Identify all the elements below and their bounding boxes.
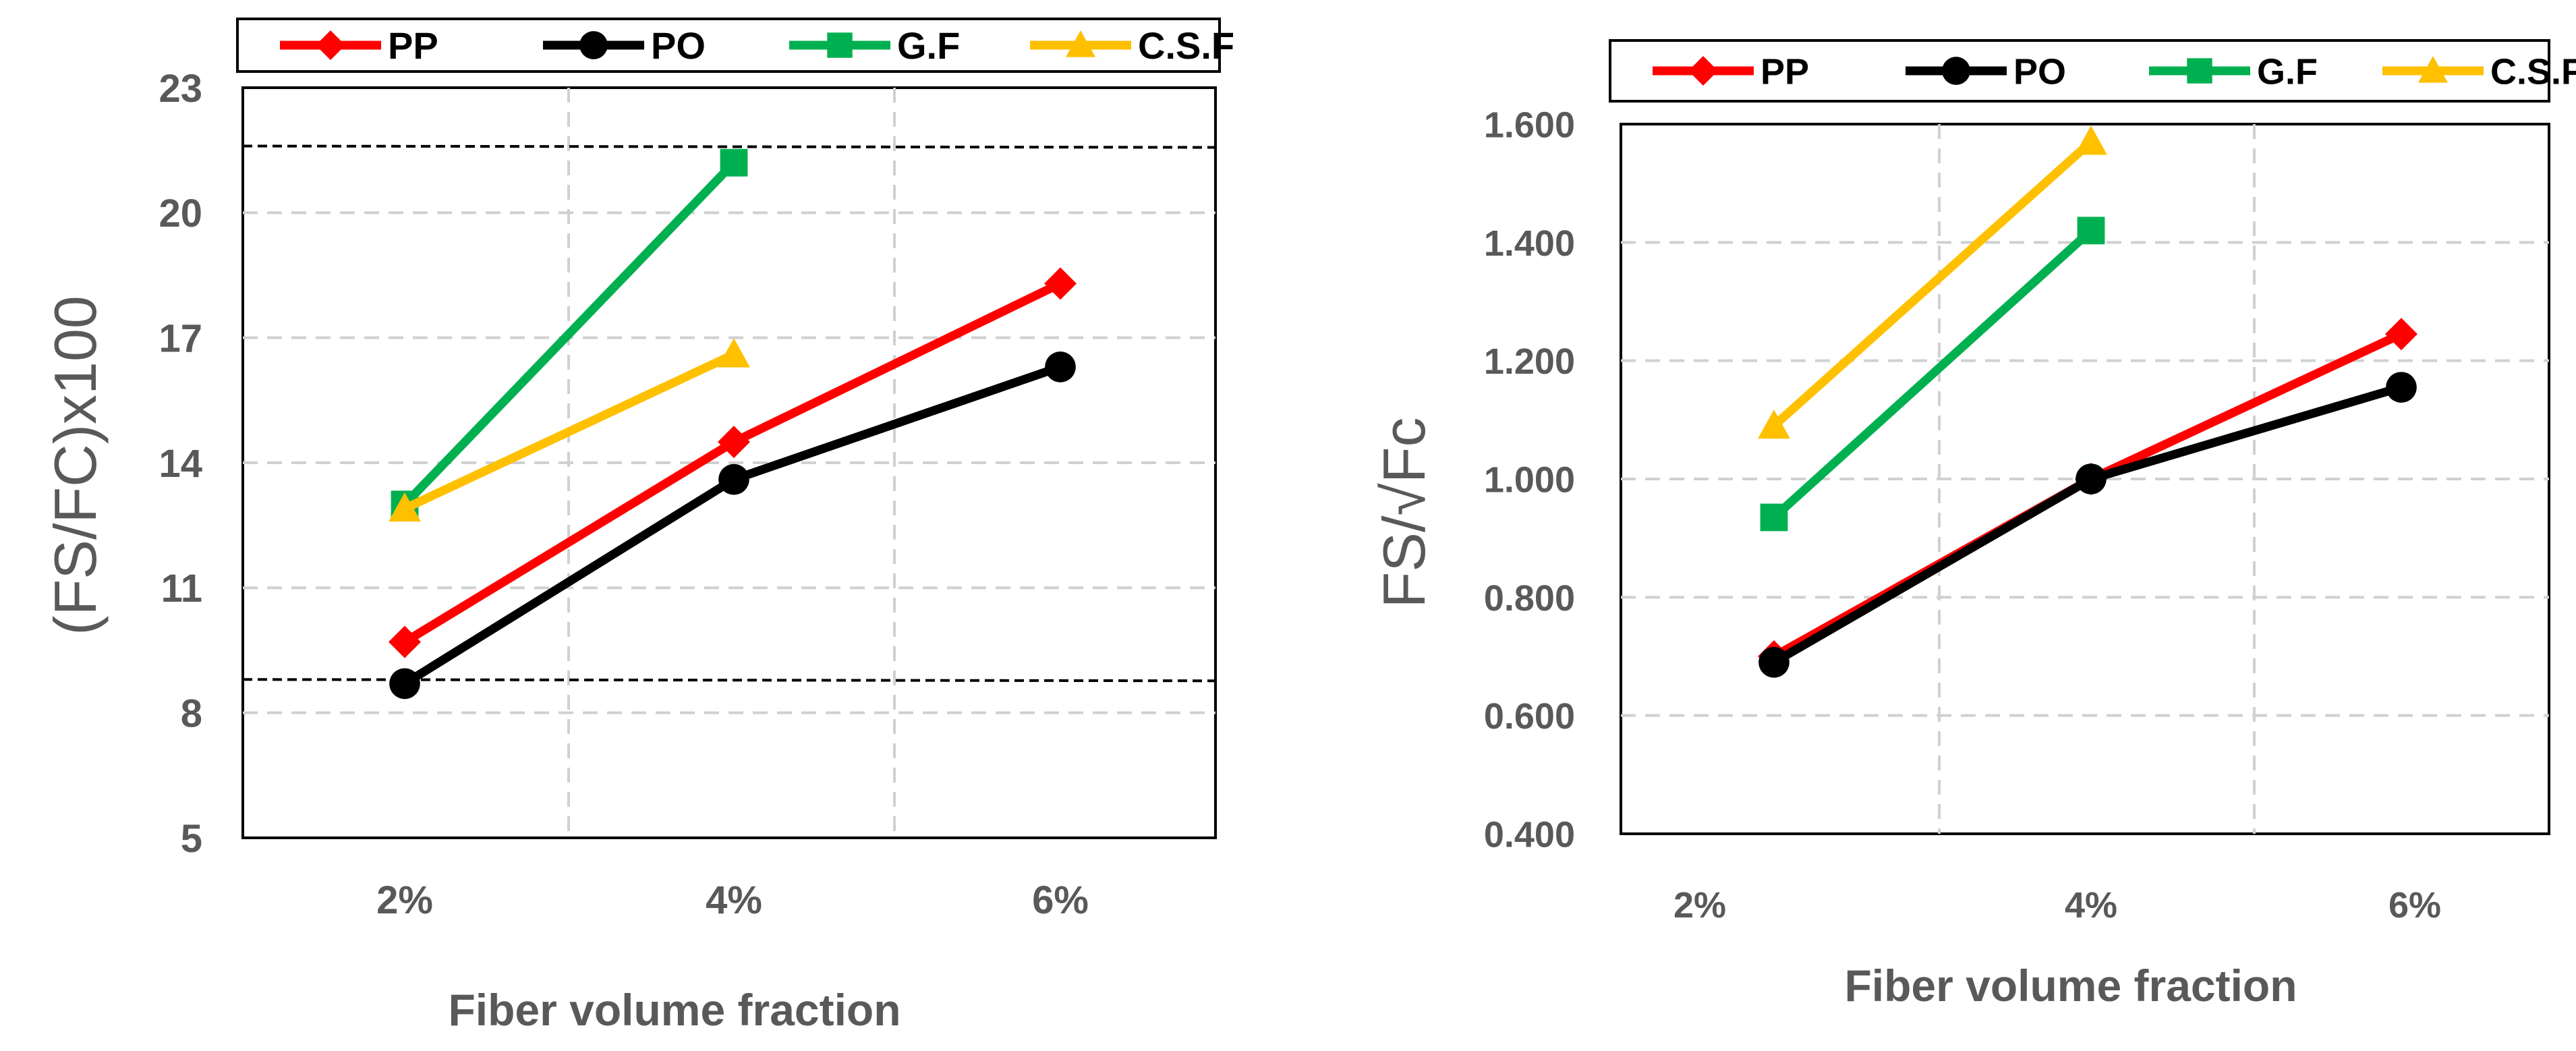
- legend-label: G.F: [2257, 51, 2318, 92]
- data-point-pp: [389, 625, 421, 658]
- y-tick-label: 0.400: [1484, 814, 1575, 855]
- series-line-gf: [1771, 227, 2094, 521]
- x-tick-label: 6%: [1032, 878, 1089, 922]
- data-point-gf: [2077, 217, 2105, 245]
- series-line-gf: [401, 159, 737, 508]
- legend-label: G.F: [897, 24, 960, 67]
- reference-line: [242, 144, 1216, 149]
- chart-left: PP PO G.F C.S.F 5 8 11 14 17 20 23 2% 4% 6% Fiber v…: [42, 18, 1234, 1035]
- data-point-csf: [389, 492, 421, 522]
- x-axis-title: Fiber volume fraction: [1844, 961, 2297, 1011]
- legend-marker: [1066, 30, 1095, 57]
- legend-label: C.S.F: [1138, 24, 1234, 67]
- y-tick-label: 1.200: [1484, 341, 1575, 382]
- data-point-csf: [718, 338, 750, 368]
- legend-marker: [1688, 56, 1718, 86]
- legend-marker: [2418, 56, 2448, 83]
- legend-marker: [827, 32, 853, 58]
- y-tick-label: 11: [161, 567, 202, 610]
- y-tick-label: 23: [159, 67, 202, 111]
- data-point-gf: [720, 148, 748, 177]
- legend-label: PP: [1761, 51, 1809, 92]
- legend-label: PP: [388, 24, 438, 67]
- legend-marker: [579, 31, 608, 59]
- data-point-csf: [1758, 409, 1790, 439]
- reference-line: [242, 678, 1216, 683]
- legend-label: C.S.F: [2490, 51, 2576, 92]
- chart-right: PP PO G.F C.S.F 0.400 0.600 0.800 1.000 1.200 1.…: [1371, 39, 2576, 1011]
- data-point-po: [718, 463, 749, 495]
- legend-marker: [1942, 57, 1970, 85]
- legend-marker: [2187, 58, 2212, 84]
- x-tick-label: 2%: [1673, 885, 1726, 926]
- x-axis-title: Fiber volume fraction: [448, 985, 900, 1035]
- data-point-po: [2386, 372, 2417, 403]
- x-tick-label: 4%: [706, 878, 762, 922]
- y-tick-label: 14: [159, 442, 202, 486]
- legend-label: PO: [2013, 51, 2066, 92]
- y-tick-label: 8: [181, 692, 202, 736]
- data-point-pp: [1044, 267, 1077, 300]
- x-tick-label: 4%: [2065, 885, 2117, 926]
- x-tick-label: 2%: [376, 878, 433, 922]
- y-tick-label: 1.000: [1484, 459, 1575, 500]
- y-tick-label: 0.600: [1484, 696, 1575, 737]
- legend-marker: [316, 30, 345, 60]
- y-axis-title: (FS/FC)x100: [42, 295, 109, 635]
- y-tick-label: 1.400: [1484, 223, 1575, 264]
- y-tick-label: 1.600: [1484, 105, 1575, 145]
- data-point-gf: [1760, 503, 1788, 532]
- data-point-pp: [718, 426, 750, 459]
- series-line-csf: [403, 350, 736, 513]
- data-point-po: [389, 668, 420, 700]
- data-point-csf: [2075, 125, 2107, 155]
- y-tick-label: 5: [181, 817, 202, 861]
- legend-label: PO: [651, 24, 706, 67]
- data-point-po: [2076, 463, 2107, 494]
- y-tick-label: 0.800: [1484, 578, 1575, 619]
- data-point-pp: [2385, 318, 2417, 351]
- data-point-po: [1045, 351, 1076, 382]
- y-axis-title: FS/√Fc: [1371, 418, 1437, 608]
- y-tick-label: 20: [159, 192, 202, 235]
- series-line-csf: [1771, 138, 2094, 429]
- x-tick-label: 6%: [2388, 885, 2441, 926]
- y-tick-label: 17: [159, 317, 202, 361]
- data-point-po: [1758, 646, 1790, 678]
